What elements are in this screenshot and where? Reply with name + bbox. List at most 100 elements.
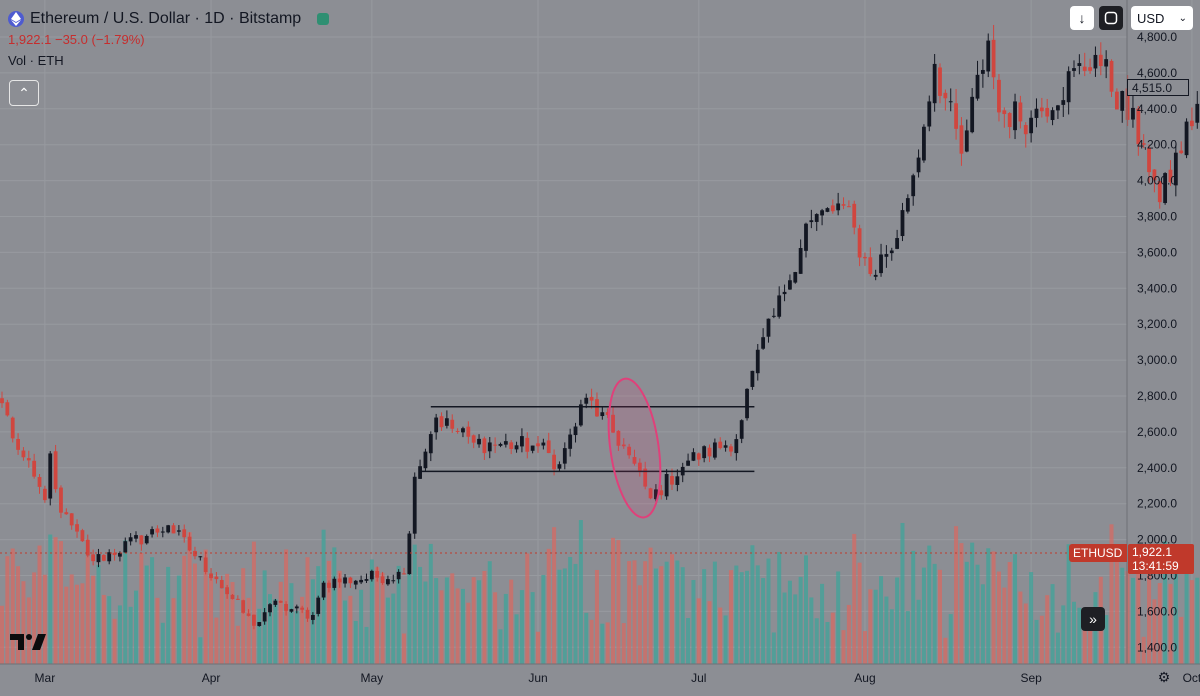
volume-bar [5,556,10,664]
legend: Ethereum / U.S. Dollar · 1D · Bitstamp 1… [8,8,330,68]
volume-bar [653,568,658,664]
candle-body [21,450,26,458]
volume-bar [1168,583,1173,664]
volume-bar [911,550,916,664]
settings-gear-icon[interactable]: ⚙ [1157,669,1171,685]
download-button[interactable]: ↓ [1070,6,1094,30]
candle-body [788,280,792,290]
candle-body [118,552,122,557]
candle-body [761,337,766,349]
candle-body [498,443,503,446]
volume-bar [782,592,787,664]
volume-bar [1130,577,1135,664]
volume-bar [64,586,69,664]
candle-body [343,577,347,584]
candle-body [932,63,937,104]
volume-bar [825,621,830,664]
candle-body [112,552,117,556]
candle-body [1131,107,1135,120]
price-tick-label: 2,000.0 [1137,533,1177,547]
volume-bar [58,541,63,664]
volume-bar [702,569,707,664]
volume-bar [402,633,406,664]
currency-select[interactable]: USD ⌄ [1131,6,1193,30]
volume-bar [1066,544,1071,664]
volume-bar [991,551,996,664]
volume-bar [900,522,905,664]
price-axis[interactable]: 4,800.0 4,600.0 4,400.0 4,200.0 4,000.0 3,800… [1137,30,1177,654]
volume-legend[interactable]: Vol · ETH [8,53,64,68]
candle-body [1179,150,1184,154]
candle-body [659,490,664,496]
volume-bar [1163,541,1168,664]
candle-body [562,448,567,464]
candle-body [305,609,310,619]
candle-body [980,69,985,74]
candle-body [412,476,417,534]
volume-bar [536,631,540,664]
candle-body [1072,68,1076,71]
candle-body [621,444,626,447]
candle-body [927,101,932,127]
time-tick-label: Aug [854,671,875,685]
candle-body [187,536,192,551]
candle-body [997,79,1001,113]
candle-body [139,535,144,545]
volume-bar [996,571,1001,664]
drawings[interactable] [418,375,755,520]
time-tick-label: Apr [202,671,221,685]
volume-bar [530,592,535,664]
volume-bar [375,567,380,664]
candle-body [64,512,69,515]
candle-body [589,396,594,401]
candle-body [85,539,90,556]
volume-bar [916,599,921,664]
symbol-title[interactable]: Ethereum / U.S. Dollar · 1D · Bitstamp [30,10,302,27]
scroll-to-realtime-button[interactable]: » [1081,607,1105,631]
volume-bar [182,555,187,664]
volume-bar [970,542,975,664]
candle-body [798,248,803,274]
volume-bar [943,637,948,664]
volume-bar [771,632,776,664]
time-tick-label: Mar [35,671,56,685]
volume-bar [37,545,42,664]
volume-bar [927,545,932,664]
candle-body [219,579,224,589]
volume-bar [289,583,294,664]
fullscreen-button[interactable] [1099,6,1123,30]
candle-body [836,203,841,211]
candle-body [423,451,428,469]
volume-bar [605,622,610,664]
candle-body [294,606,299,609]
market-status-icon[interactable] [317,13,330,25]
volume-bar [487,561,492,664]
time-axis[interactable]: Mar Apr May Jun Jul Aug Sep Oct [35,671,1200,685]
collapse-legend-button[interactable]: ⌃ [9,80,39,106]
candle-body [96,554,101,563]
candle-body [209,573,213,579]
candle-body [477,438,481,445]
volume-bar [380,572,385,664]
volume-bar [948,614,953,664]
volume-bar [1077,607,1082,664]
volume-bar [836,571,841,664]
candle-body [664,474,669,497]
candle-body [991,39,996,78]
volume-bar [1147,555,1152,664]
candle-body [857,228,862,258]
candle-body [418,466,422,479]
volume-bar [273,599,278,664]
volume-bar [294,610,299,664]
volume-bar [723,615,728,664]
candle-body [959,125,964,154]
candle-body [514,445,519,450]
price-tick-label: 4,600.0 [1137,66,1177,80]
volume-bar [396,565,401,664]
tradingview-logo[interactable] [10,632,46,652]
volume-bar [91,575,96,664]
volume-bar [112,618,117,664]
time-tick-label: Sep [1020,671,1042,685]
candle-body [750,370,755,387]
